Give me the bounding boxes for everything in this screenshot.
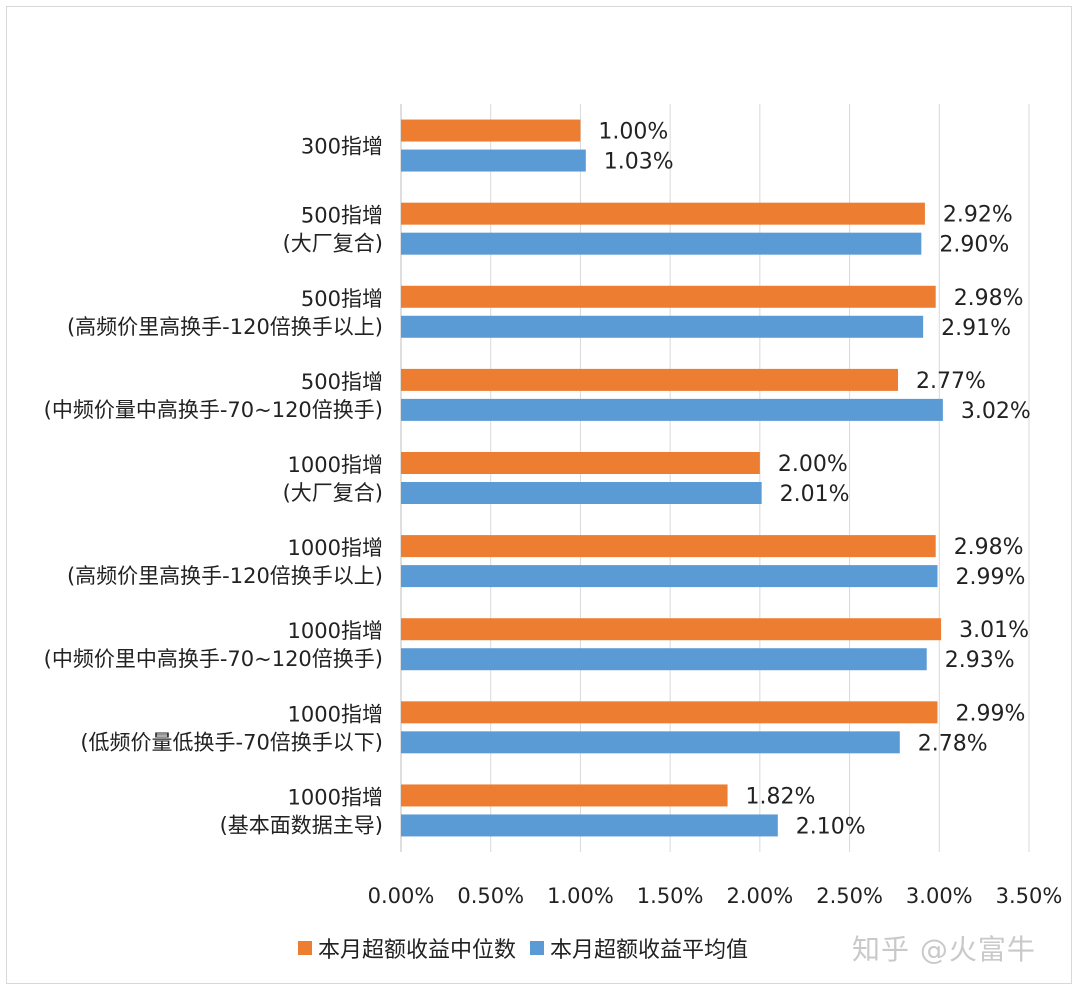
category-label: (高频价里高换手-120倍换手以上) [67,564,383,588]
bar-median [401,701,938,724]
legend-item-mean: 本月超额收益平均值 [530,932,748,964]
bar-mean [401,398,943,421]
category-label: 1000指增 [288,702,383,726]
category-label: (高频价里高换手-120倍换手以上) [67,315,383,339]
bar-mean [401,149,586,172]
bar-median [401,452,760,474]
data-label: 2.91% [941,316,1011,341]
legend-label-median: 本月超额收益中位数 [318,938,517,963]
data-label: 3.01% [959,618,1029,643]
x-tick-label: 3.00% [906,884,973,908]
bar-median [401,368,899,391]
category-label: 1000指增 [288,453,383,477]
category-label: (大厂复合) [283,232,383,256]
data-label: 2.90% [939,233,1009,258]
data-label: 2.00% [778,452,848,477]
data-label: 2.01% [780,482,850,507]
data-label: 2.98% [954,286,1024,311]
watermark: 知乎 @火富牛 [852,933,1036,966]
data-label: 1.00% [598,120,668,145]
bar-mean [401,565,938,588]
category-label: 1000指增 [288,619,383,643]
bar-median [401,784,728,807]
bar-median [401,618,942,641]
bar-mean [401,814,778,837]
category-label: (低频价量低换手-70倍换手以下) [80,730,383,754]
category-label: 500指增 [301,287,383,311]
legend-swatch-mean [530,941,545,955]
data-label: 2.77% [916,369,986,394]
x-tick-label: 2.50% [816,884,883,908]
data-label: 2.98% [954,535,1024,560]
x-tick-label: 0.00% [368,884,435,908]
category-label: (中频价里中高换手-70~120倍换手) [44,647,383,671]
bar-mean [401,482,762,504]
data-label: 3.02% [961,399,1031,424]
data-label: 2.78% [918,731,988,756]
x-tick-label: 3.50% [996,884,1063,908]
category-label: (中频价量中高换手-70~120倍换手) [44,398,383,422]
bar-mean [401,315,924,338]
category-label: 1000指增 [288,536,383,560]
bar-mean [401,232,922,255]
legend-swatch-median [298,941,312,955]
bar-mean [401,648,927,671]
category-label: 300指增 [301,135,383,159]
chart-legend: 本月超额收益中位数 本月超额收益平均值 [298,930,762,966]
category-label: 500指增 [301,204,383,228]
data-label: 2.10% [796,814,866,839]
data-label: 1.03% [604,150,674,175]
bar-median [401,285,936,308]
data-label: 2.93% [945,648,1015,673]
x-tick-label: 0.50% [457,884,524,908]
data-label: 2.99% [955,565,1025,590]
category-label: (大厂复合) [283,481,383,505]
bar-median [401,119,581,142]
legend-label-mean: 本月超额收益平均值 [550,938,749,963]
legend-item-median: 本月超额收益中位数 [298,932,516,964]
bar-median [401,202,925,225]
category-label: 500指增 [301,370,383,394]
x-tick-label: 2.00% [726,884,793,908]
x-tick-label: 1.00% [547,884,614,908]
data-label: 1.82% [746,784,816,809]
data-label: 2.99% [955,701,1025,726]
category-label: 1000指增 [288,785,383,809]
category-label: (基本面数据主导) [220,813,383,837]
data-label: 2.92% [943,203,1013,228]
bar-median [401,535,936,558]
x-tick-label: 1.50% [637,884,704,908]
bar-mean [401,731,900,754]
